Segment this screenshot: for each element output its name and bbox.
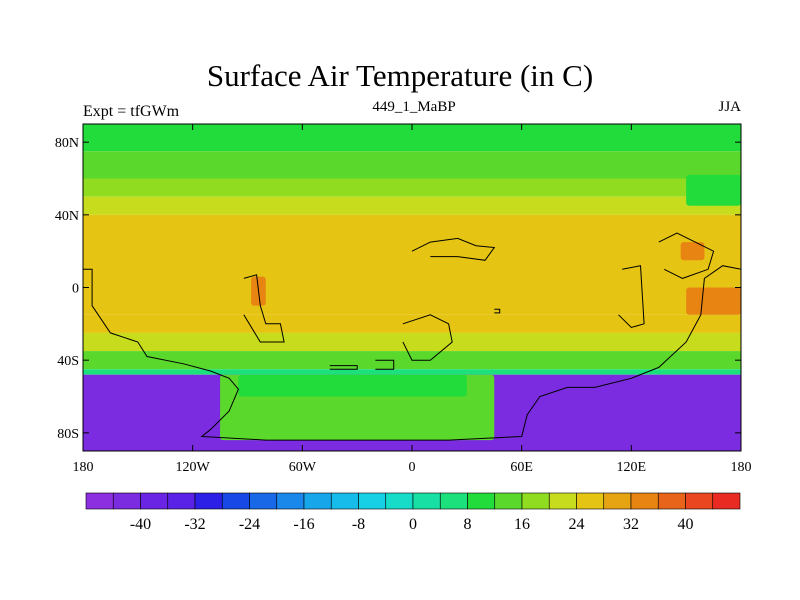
land-outline-layer: [83, 232, 741, 441]
x-axis: 180 120W 60W 0 60E 120E 180: [73, 124, 752, 475]
continent-asia-outline: [618, 265, 645, 329]
colorbar-box-11: [385, 492, 414, 510]
x-tick-label: 60W: [289, 460, 317, 475]
colorbar-box-14: [467, 492, 496, 510]
zonal-band-6: [83, 314, 741, 333]
zonal-band-1: [83, 151, 741, 179]
colorbar-box-3: [167, 492, 196, 510]
continent-west-outline: [83, 265, 741, 441]
x-tick-label: 180: [731, 460, 752, 475]
colorbar-box-21: [657, 492, 686, 510]
ocean-gap-warm: [238, 374, 467, 397]
continent-north-outline: [411, 237, 496, 261]
colorbar-label: 16: [514, 516, 530, 533]
colorbar-box-15: [494, 492, 523, 510]
y-tick-label: 80N: [55, 136, 79, 151]
zonal-band-5: [83, 233, 741, 315]
colorbar-box-18: [576, 492, 605, 510]
continent-pacific-east-outline: [658, 232, 715, 279]
colorbar-label: 0: [409, 516, 417, 533]
island-central-south-outline: [329, 365, 358, 370]
colorbar-box-8: [303, 492, 332, 510]
colorbar-box-13: [439, 492, 468, 510]
y-tick-label: 40N: [55, 209, 79, 224]
colorbar-box-2: [140, 492, 169, 510]
colorbar-label: -16: [293, 516, 314, 533]
colorbar-label: 40: [678, 516, 694, 533]
x-tick-label: 180: [73, 460, 94, 475]
x-tick-label: 60E: [510, 460, 533, 475]
colorbar-label: -24: [239, 516, 260, 533]
island-south-mid-outline: [375, 359, 395, 370]
colorbar-box-0: [85, 492, 114, 510]
arctic-cool-pocket: [686, 174, 741, 206]
colorbar-box-5: [221, 492, 250, 510]
x-tick-label: 0: [409, 460, 416, 475]
season-label: JJA: [718, 99, 741, 115]
colorbar-label: 24: [569, 516, 585, 533]
colorbar-box-10: [358, 492, 387, 510]
map-plot-area: [83, 124, 741, 451]
y-tick-label: 0: [72, 282, 79, 297]
zonal-band-9: [83, 369, 741, 375]
zonal-band-7: [83, 332, 741, 352]
colorbar-label: -8: [352, 516, 365, 533]
warm-spot-pacific: [686, 287, 741, 315]
colorbar-label: -40: [130, 516, 151, 533]
colorbar-box-6: [249, 492, 278, 510]
colorbar-box-12: [412, 492, 441, 510]
x-tick-label: 120E: [617, 460, 647, 475]
colorbar-label: 8: [464, 516, 472, 533]
experiment-label: Expt = tfGWm: [83, 103, 180, 120]
colorbar-label: -32: [184, 516, 205, 533]
continent-east-central-outline: [402, 314, 453, 361]
y-tick-label: 40S: [57, 354, 79, 369]
y-axis: 80N 40N 0 40S 80S: [55, 136, 741, 442]
zonal-band-2: [83, 178, 741, 197]
zonal-band-3: [83, 196, 741, 215]
colorbar-box-17: [548, 492, 577, 510]
colorbar-box-9: [330, 492, 359, 510]
case-label: 449_1_MaBP: [372, 99, 456, 115]
colorbar: -40 -32 -24 -16 -8 0 8 16 24 32 40: [85, 492, 741, 533]
colorbar-box-20: [630, 492, 659, 510]
colorbar-box-19: [603, 492, 632, 510]
continent-central-outline: [243, 274, 285, 343]
zonal-band-4: [83, 214, 741, 233]
colorbar-box-4: [194, 492, 223, 510]
y-tick-label: 80S: [57, 427, 79, 442]
chart-title: Surface Air Temperature (in C): [206, 58, 594, 93]
colorbar-label: 32: [623, 516, 639, 533]
colorbar-box-23: [712, 492, 741, 510]
colorbar-box-7: [276, 492, 305, 510]
colorbar-box-16: [521, 492, 550, 510]
x-tick-label: 120W: [176, 460, 211, 475]
warm-spot-asia: [680, 242, 705, 261]
small-island-outline: [494, 308, 501, 314]
colorbar-box-22: [685, 492, 714, 510]
colorbar-box-1: [112, 492, 141, 510]
